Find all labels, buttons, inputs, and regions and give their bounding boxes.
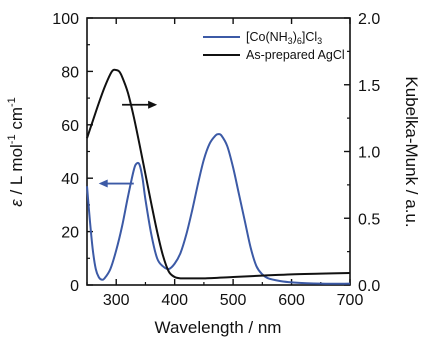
right-y-tick-label-1: 1.0 [358, 145, 380, 162]
left-y-tick-label-60: 60 [61, 118, 79, 135]
left-y-axis-ticks: 0 20 40 60 80 100 [52, 11, 93, 295]
arrow-head [148, 100, 158, 109]
right-y-tick-label-2: 2.0 [358, 11, 380, 28]
x-axis-title: Wavelength / nm [155, 318, 282, 337]
x-tick-label-300: 300 [103, 292, 130, 309]
series-layer [86, 68, 351, 285]
series-line-agcl [86, 68, 351, 280]
left-y-tick-label-40: 40 [61, 171, 79, 188]
right-y-tick-label-0: 0.0 [358, 278, 380, 295]
legend: [Co(NH3)6]Cl3 As-prepared AgCl [203, 30, 345, 62]
right-y-tick-label-1.5: 1.5 [358, 78, 380, 95]
right-y-axis-title: Kubelka-Munk / a.u. [402, 76, 421, 227]
x-tick-label-400: 400 [161, 292, 188, 309]
left-y-tick-label-20: 20 [61, 225, 79, 242]
right-y-tick-label-0.5: 0.5 [358, 211, 380, 228]
series-line-cobalt [86, 133, 351, 285]
left-y-tick-label-100: 100 [52, 11, 79, 28]
left-y-tick-label-0: 0 [70, 278, 79, 295]
arrow-right-annotation [122, 100, 158, 109]
arrow-head [98, 179, 108, 188]
left-y-axis-title: ε / L mol-1 cm-1 [6, 97, 26, 207]
legend-label-agcl: As-prepared AgCl [246, 48, 345, 62]
legend-label-cobalt: [Co(NH3)6]Cl3 [246, 30, 322, 46]
x-tick-label-500: 500 [220, 292, 247, 309]
right-y-axis-ticks: 0.0 0.5 1.0 1.5 2.0 [344, 11, 380, 295]
x-tick-label-600: 600 [278, 292, 305, 309]
x-tick-label-700: 700 [337, 292, 364, 309]
left-y-tick-label-80: 80 [61, 64, 79, 81]
x-axis-ticks: 300 400 500 600 700 [86, 18, 364, 309]
annotation-layer [98, 100, 158, 188]
arrow-left-annotation [98, 179, 134, 188]
